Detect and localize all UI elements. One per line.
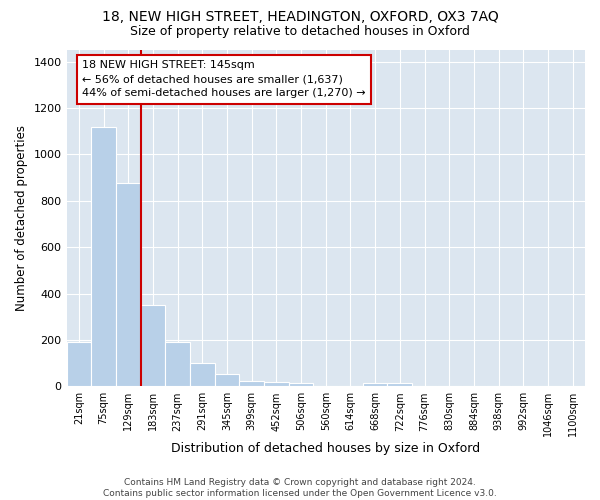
Bar	[289, 383, 313, 386]
Bar	[264, 382, 289, 386]
Bar	[215, 374, 239, 386]
Bar	[91, 126, 116, 386]
X-axis label: Distribution of detached houses by size in Oxford: Distribution of detached houses by size …	[171, 442, 481, 455]
Text: 18, NEW HIGH STREET, HEADINGTON, OXFORD, OX3 7AQ: 18, NEW HIGH STREET, HEADINGTON, OXFORD,…	[101, 10, 499, 24]
Bar	[140, 305, 165, 386]
Bar	[165, 342, 190, 386]
Text: Contains HM Land Registry data © Crown copyright and database right 2024.
Contai: Contains HM Land Registry data © Crown c…	[103, 478, 497, 498]
Bar	[388, 383, 412, 386]
Text: Size of property relative to detached houses in Oxford: Size of property relative to detached ho…	[130, 25, 470, 38]
Bar	[190, 363, 215, 386]
Bar	[116, 184, 140, 386]
Bar	[239, 380, 264, 386]
Bar	[363, 383, 388, 386]
Text: 18 NEW HIGH STREET: 145sqm
← 56% of detached houses are smaller (1,637)
44% of s: 18 NEW HIGH STREET: 145sqm ← 56% of deta…	[82, 60, 366, 98]
Y-axis label: Number of detached properties: Number of detached properties	[15, 125, 28, 311]
Bar	[67, 342, 91, 386]
